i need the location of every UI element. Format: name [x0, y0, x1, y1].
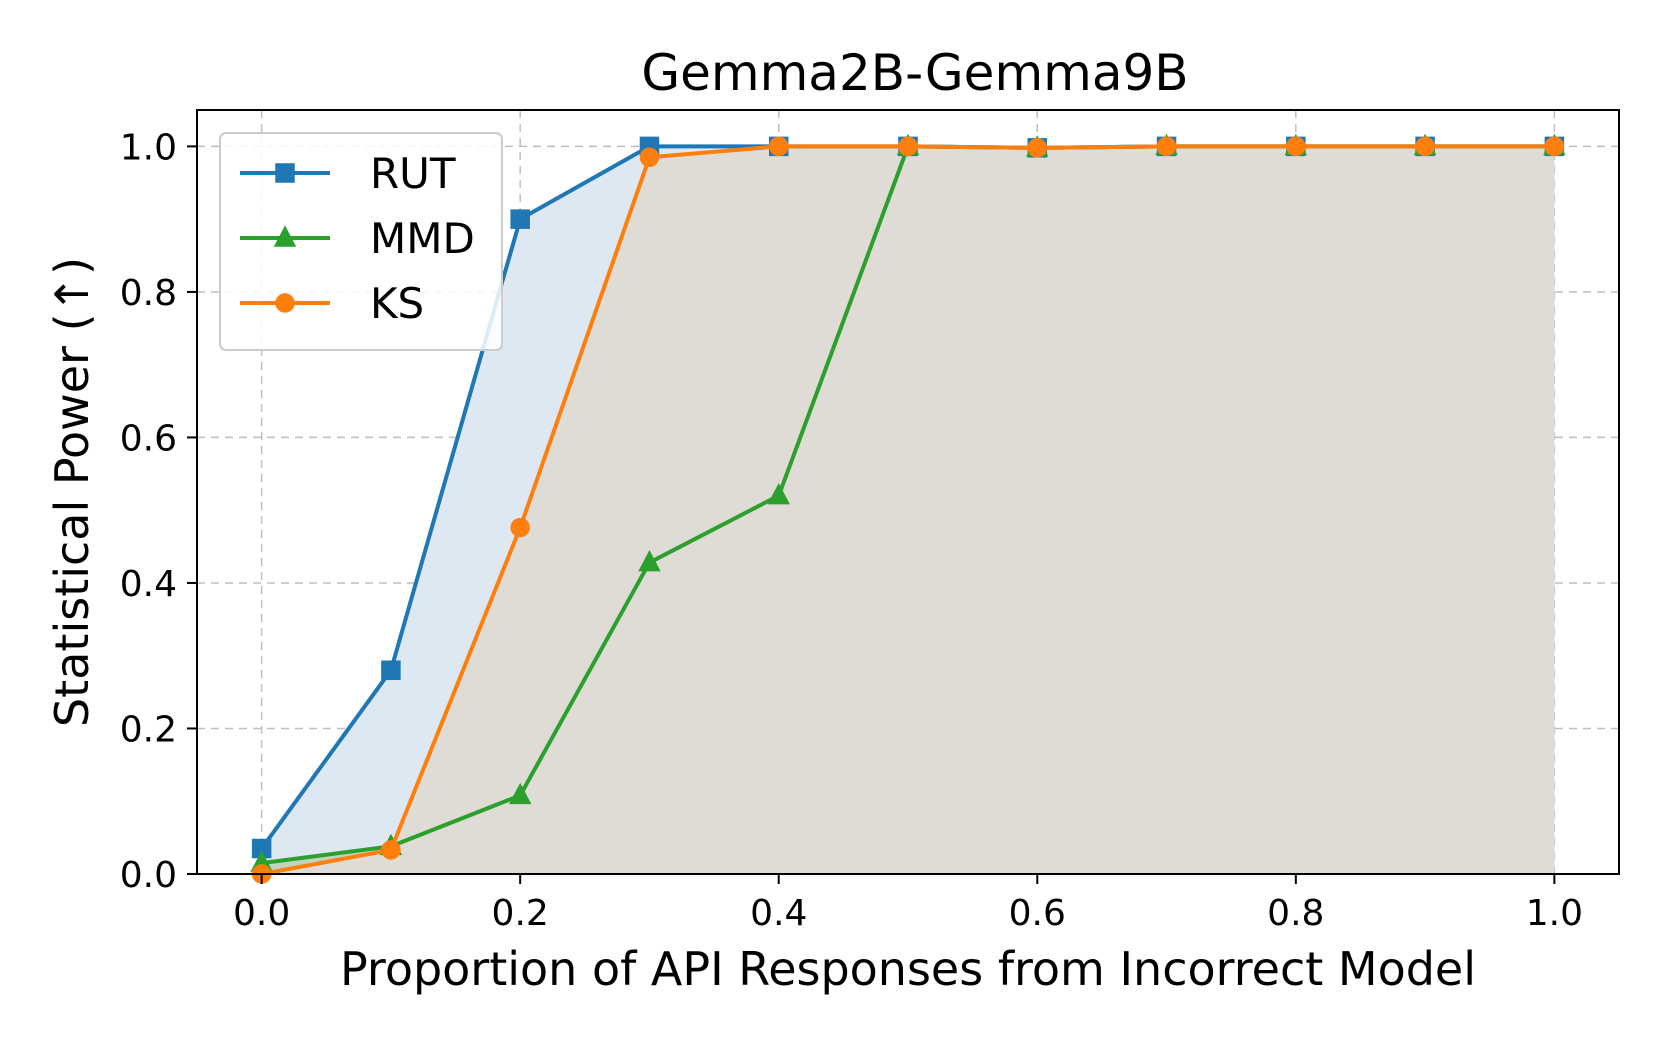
data-point-ks	[381, 840, 401, 860]
legend-label-rut: RUT	[370, 149, 456, 198]
data-point-ks	[510, 517, 530, 538]
data-point-ks	[898, 136, 918, 157]
y-tick-label: 0.0	[120, 855, 177, 896]
legend-marker-mmd	[273, 225, 297, 247]
x-tick-label: 0.0	[233, 893, 290, 934]
y-axis-label: Statistical Power (↑)	[45, 257, 99, 727]
legend: RUT MMD KS	[219, 132, 503, 351]
data-point-rut	[381, 660, 401, 681]
y-tick-label: 1.0	[120, 127, 177, 168]
data-point-rut	[510, 209, 530, 229]
x-axis-label: Proportion of API Responses from Incorre…	[340, 942, 1476, 996]
x-tick-label: 0.6	[1009, 893, 1066, 934]
data-point-ks	[1286, 136, 1306, 157]
axis-ticks: 0.0 0.2 0.4 0.6 0.8 1.0 0.0 0.2 0.4 0.6 0.8 1.0	[120, 127, 1583, 934]
series-lines	[250, 133, 1566, 884]
data-point-ks	[1027, 138, 1048, 158]
y-tick-label: 0.2	[120, 709, 177, 750]
data-point-ks	[1156, 136, 1177, 157]
legend-label-ks: KS	[370, 279, 424, 328]
y-tick-label: 0.4	[120, 564, 177, 605]
x-tick-label: 0.8	[1267, 893, 1324, 934]
x-tick-label: 0.4	[750, 893, 807, 934]
area-fill-ks	[261, 146, 1555, 874]
data-point-mmd	[767, 483, 790, 505]
legend-label-mmd: MMD	[370, 214, 475, 263]
data-point-mmd	[508, 782, 532, 805]
x-tick-label: 0.2	[492, 893, 549, 934]
data-point-mmd	[638, 549, 661, 572]
y-tick-label: 0.8	[120, 273, 177, 314]
y-tick-label: 0.6	[120, 418, 177, 459]
chart-title: Gemma2B-Gemma9B	[641, 44, 1188, 102]
legend-marker-ks	[275, 293, 295, 313]
data-point-ks	[1415, 136, 1435, 157]
data-point-ks	[639, 147, 660, 168]
plot-frame	[196, 109, 1620, 875]
area-fills	[261, 146, 1555, 874]
legend-marker-rut	[275, 163, 295, 183]
x-tick-label: 1.0	[1526, 893, 1583, 934]
data-point-ks	[1544, 136, 1565, 157]
data-point-ks	[768, 136, 789, 157]
